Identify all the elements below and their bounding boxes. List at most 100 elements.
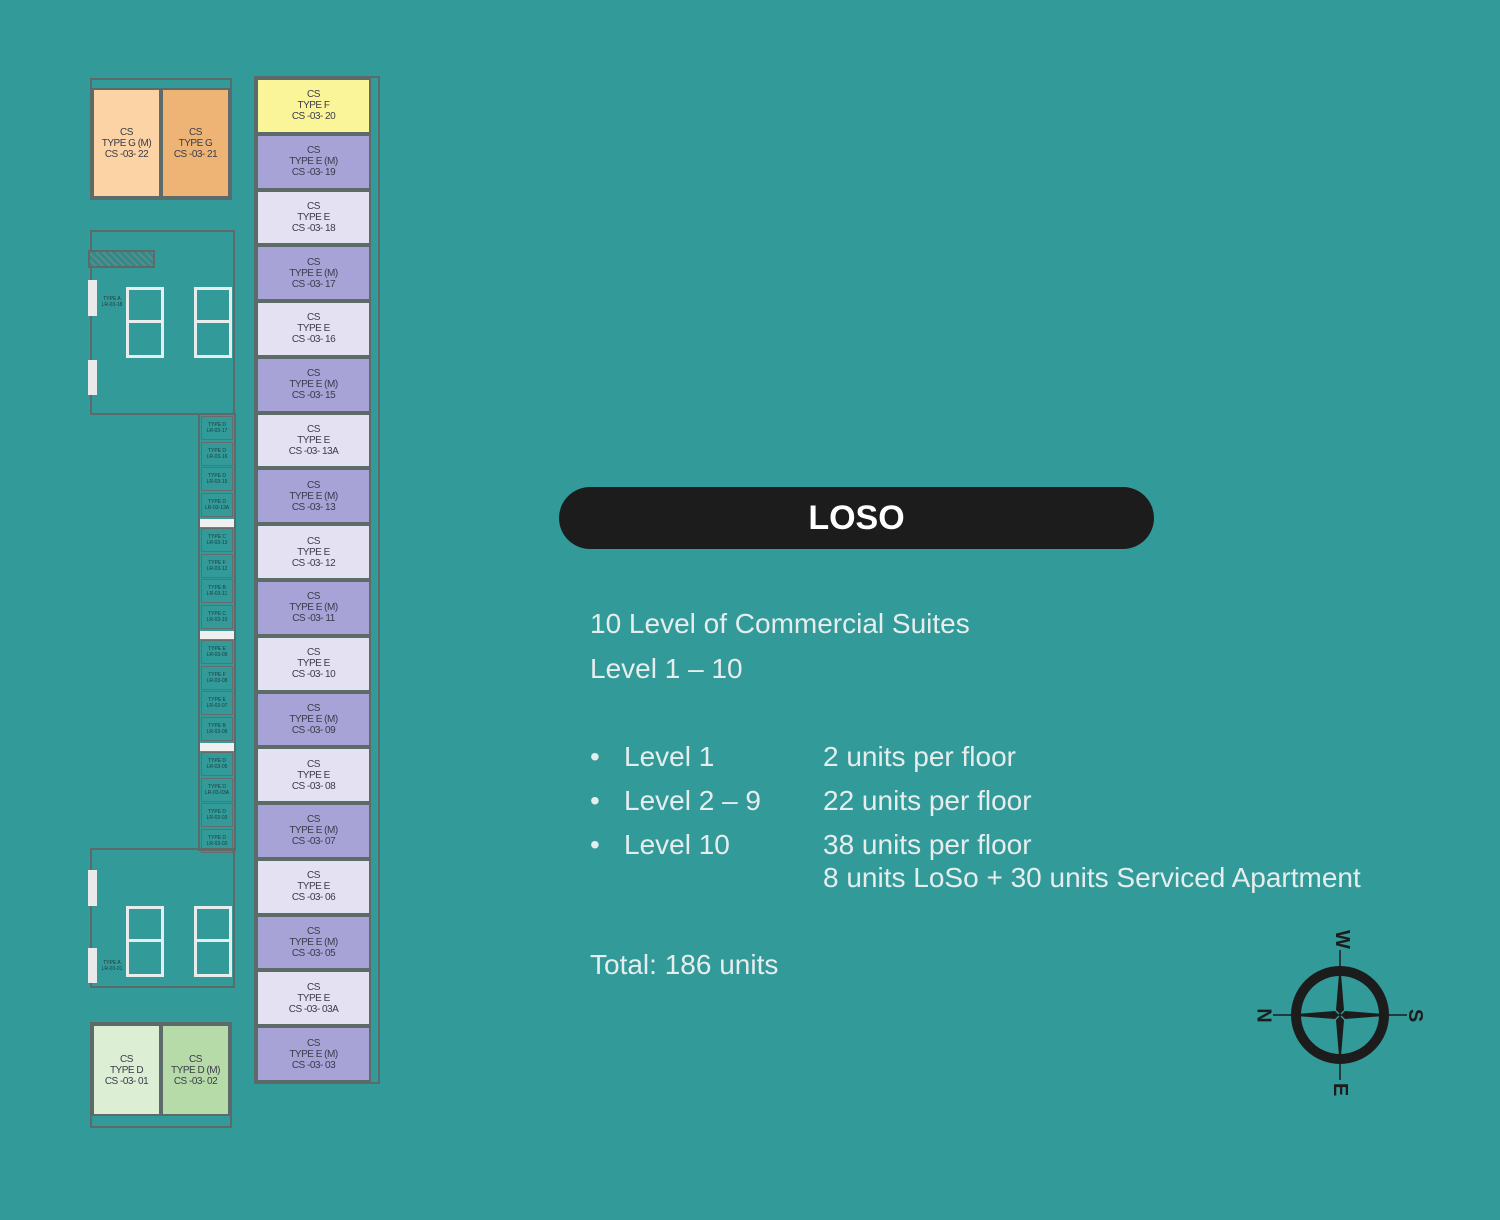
unit-label: TYPE D (207, 758, 227, 764)
unit-label: TYPE E (M) (289, 156, 338, 168)
unit-label: CS -03- 11 (292, 613, 335, 625)
unit-label: LR-03-03 (206, 815, 228, 821)
unit-label: LR-03-10 (206, 616, 228, 623)
unit-label: TYPE E (M) (289, 825, 338, 837)
unit-cs-03-07: CS TYPE E (M) CS -03- 07 (256, 803, 371, 859)
bullet: • (590, 785, 600, 816)
unit-label: TYPE E (M) (289, 379, 338, 391)
core-unit: TYPE A LR-03-01 (98, 954, 126, 978)
unit-label: CS -03- 16 (291, 334, 336, 346)
unit-label: CS (307, 479, 320, 491)
unit-cs-03-08: CS TYPE E CS -03- 08 (256, 747, 371, 804)
unit-label: CS -03- 13 (291, 501, 336, 513)
corridor-wall (198, 413, 236, 851)
unit-label: CS (307, 1037, 320, 1049)
level-units: 22 units per floor (823, 785, 1032, 816)
unit-label: CS (307, 870, 320, 882)
unit-cs-03-03: CS TYPE E (M) CS -03- 03 (256, 1026, 371, 1082)
unit-label: CS -03- 10 (291, 669, 336, 681)
unit-label: TYPE E (297, 881, 330, 893)
unit-label: TYPE E (208, 646, 226, 652)
unit-label: TYPE E (M) (289, 713, 338, 725)
small-unit: TYPE E LR-03-09 (201, 640, 233, 664)
unit-label: TYPE B (208, 722, 226, 729)
small-unit: TYPE D LR-03-15 (201, 467, 233, 491)
unit-label: CS -03- 06 (291, 892, 336, 904)
unit-label: CS (120, 126, 133, 138)
unit-cs-03-12: CS TYPE E CS -03- 12 (256, 524, 371, 580)
unit-label: TYPE E (297, 658, 330, 670)
unit-id: LR-03-18 (101, 302, 123, 308)
small-unit: TYPE D LR-03-17 (201, 416, 233, 440)
unit-label: TYPE E (297, 992, 330, 1004)
unit-label: CS -03- 22 (104, 148, 149, 160)
unit-cs-03-02: CS TYPE D (M) CS -03- 02 (161, 1024, 230, 1116)
wall (90, 78, 232, 200)
unit-label: LR-03-02 (206, 840, 228, 847)
unit-label: LR-03-11 (206, 591, 228, 597)
level-units: 38 units per floor (823, 829, 1032, 860)
unit-label: TYPE D (207, 783, 227, 790)
unit-label: CS -03- 02 (173, 1075, 218, 1087)
unit-label: CS (307, 200, 320, 212)
unit-label: CS (307, 312, 320, 324)
unit-label: CS -03- 05 (291, 948, 336, 960)
compass-south: S (1404, 1008, 1427, 1023)
compass-north: N (1252, 1008, 1275, 1023)
unit-label: TYPE E (M) (289, 602, 338, 614)
unit-label: TYPE D (109, 1064, 144, 1076)
small-unit: TYPE C LR-03-13 (201, 528, 233, 552)
unit-label: CS -03- 17 (291, 278, 336, 290)
unit-label: TYPE D (207, 447, 227, 454)
unit-type: TYPE A (103, 296, 121, 302)
small-unit: TYPE E LR-03-07 (201, 691, 233, 715)
small-unit: TYPE D LR-03-13A (201, 492, 233, 517)
unit-type: TYPE A (103, 960, 121, 966)
divider (200, 743, 234, 751)
unit-label: LR-03-13 (206, 540, 228, 546)
compass-west: W (1330, 930, 1353, 949)
unit-cs-03-10: CS TYPE E CS -03- 10 (256, 635, 371, 692)
window (88, 948, 97, 983)
unit-label: TYPE F (208, 671, 226, 678)
small-unit: TYPE D LR-03-03 (201, 803, 233, 827)
divider (200, 519, 234, 527)
unit-label: TYPE F (297, 100, 330, 112)
unit-label: CS -03- 08 (291, 780, 336, 792)
unit-label: CS (307, 368, 320, 380)
unit-cs-03-19: CS TYPE E (M) CS -03- 19 (256, 133, 371, 190)
unit-label: CS -03- 12 (291, 557, 336, 569)
stair-hatch (88, 250, 155, 268)
level-note: 8 units LoSo + 30 units Serviced Apartme… (823, 862, 1361, 893)
unit-cs-03-03a: CS TYPE E CS -03- 03A (256, 970, 371, 1027)
unit-label: LR-03-06 (206, 728, 228, 735)
unit-label: CS (189, 126, 202, 138)
level-label: Level 10 (624, 829, 730, 860)
unit-label: CS (307, 535, 320, 547)
small-unit: TYPE D LR-03-05 (201, 752, 233, 776)
small-unit: TYPE B LR-03-06 (201, 716, 233, 741)
title-banner: LOSO (559, 487, 1154, 549)
divider (200, 631, 234, 639)
unit-cs-03-15: CS TYPE E (M) CS -03- 15 (256, 356, 371, 413)
level-label: Level 2 – 9 (624, 785, 761, 816)
unit-label: LR-03-05 (206, 764, 228, 770)
core-wall-top (90, 230, 235, 415)
unit-label: TYPE E (297, 769, 330, 781)
lift (194, 939, 232, 977)
window (88, 870, 97, 906)
unit-label: CS (307, 145, 320, 157)
total-units: Total: 186 units (590, 949, 779, 980)
small-unit: TYPE D LR-03-16 (201, 441, 233, 466)
unit-label: CS (307, 814, 320, 826)
level-label: Level 1 (624, 741, 715, 772)
unit-label: CS -03- 07 (291, 836, 336, 848)
unit-label: CS (307, 926, 320, 938)
unit-label: LR-03-03A (204, 789, 230, 796)
unit-label: CS -03- 19 (291, 167, 336, 179)
lift (126, 906, 164, 942)
window (88, 360, 97, 395)
unit-label: LR-03-09 (206, 652, 228, 658)
unit-label: TYPE C (207, 610, 227, 617)
core-wall-bottom (90, 848, 235, 988)
